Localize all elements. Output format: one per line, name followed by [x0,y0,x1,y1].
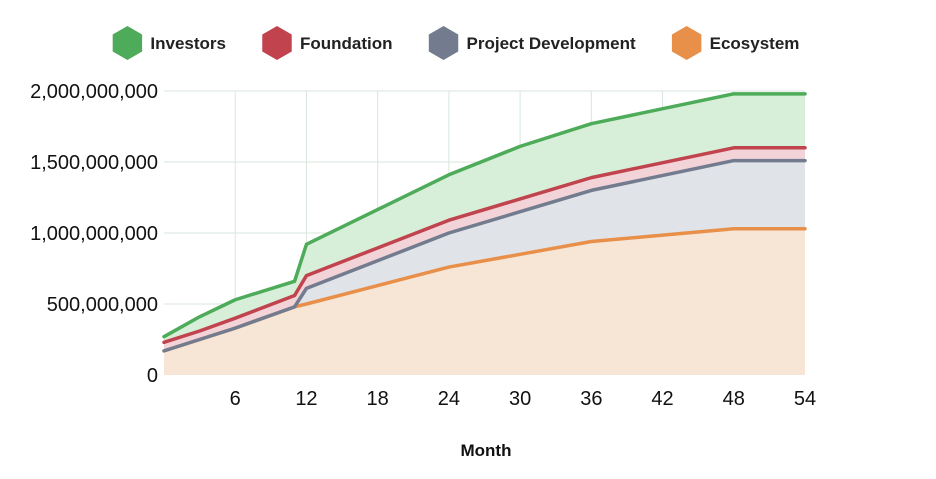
line-investors [162,92,807,339]
hexagon-icon [262,26,292,60]
x-tick-label: 36 [580,388,602,410]
legend-label: Project Development [467,34,636,53]
y-tick-label: 1,500,000,000 [30,152,158,174]
legend-label: Ecosystem [710,34,800,53]
area-ecosystem [164,228,805,375]
x-axis-ticks: 6 12 18 24 30 36 42 48 54 [230,388,816,410]
x-tick-label: 6 [230,388,241,410]
line-foundation [162,146,807,345]
hexagon-icon [671,26,702,60]
x-tick-label: 42 [651,388,673,410]
y-tick-label: 1,000,000,000 [30,223,158,245]
x-tick-label: 12 [295,388,317,410]
x-tick-label: 30 [509,388,531,410]
hexagon-icon [112,26,143,60]
legend-item-ecosystem: Ecosystem [671,26,800,60]
area-investors [164,93,805,343]
line-project-development [162,158,807,353]
x-tick-label: 54 [794,388,816,410]
x-tick-label: 48 [723,388,745,410]
y-tick-label: 0 [147,365,158,387]
area-project-development [164,160,805,351]
legend: Investors Foundation Project Development Ec… [112,26,800,60]
x-tick-label: 24 [438,388,460,410]
y-tick-label: 2,000,000,000 [30,81,158,103]
y-axis-ticks: 0 500,000,000 1,000,000,000 1,500,000,000 2,… [30,81,158,387]
legend-item-project-development: Project Development [428,26,636,60]
x-tick-label: 18 [367,388,389,410]
area-layer [164,93,805,375]
legend-item-investors: Investors [112,26,226,60]
x-axis-title: Month [461,441,512,460]
hexagon-icon [428,26,459,60]
legend-label: Foundation [300,34,393,53]
legend-item-foundation: Foundation [262,26,393,60]
line-layer [162,92,807,353]
legend-label: Investors [150,34,226,53]
y-tick-label: 500,000,000 [47,294,158,316]
